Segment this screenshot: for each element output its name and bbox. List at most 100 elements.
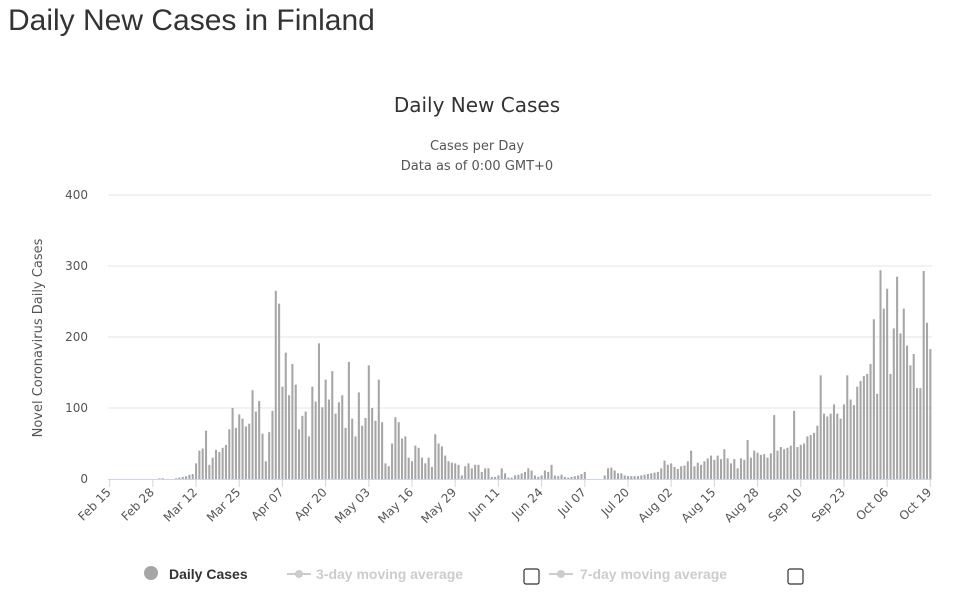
bar[interactable] [620, 473, 623, 479]
bar[interactable] [447, 461, 450, 479]
bar[interactable] [414, 445, 417, 479]
bar[interactable] [224, 444, 227, 479]
bar[interactable] [244, 426, 247, 479]
bar[interactable] [653, 472, 656, 479]
bar[interactable] [656, 471, 659, 479]
bar[interactable] [763, 454, 766, 479]
bar[interactable] [666, 464, 669, 479]
bar[interactable] [301, 415, 304, 479]
bar[interactable] [703, 461, 706, 479]
bar[interactable] [401, 438, 404, 479]
bar[interactable] [417, 447, 420, 479]
bar[interactable] [264, 461, 267, 479]
bar[interactable] [759, 454, 762, 479]
bar[interactable] [567, 477, 570, 479]
bar[interactable] [158, 478, 161, 479]
bar[interactable] [719, 459, 723, 479]
bar[interactable] [832, 404, 836, 479]
bar[interactable] [886, 288, 889, 479]
bar[interactable] [427, 457, 430, 479]
bar[interactable] [500, 468, 503, 479]
bar[interactable] [710, 455, 713, 479]
bar[interactable] [550, 464, 553, 479]
bar[interactable] [696, 462, 699, 479]
bar[interactable] [354, 436, 357, 479]
bar[interactable] [826, 416, 829, 479]
bar[interactable] [540, 475, 543, 479]
bar[interactable] [869, 363, 872, 479]
bar[interactable] [367, 365, 370, 479]
bar[interactable] [324, 379, 327, 479]
bar[interactable] [829, 413, 832, 479]
bar[interactable] [281, 386, 284, 479]
bar[interactable] [673, 466, 676, 479]
bar[interactable] [454, 463, 457, 479]
bar[interactable] [650, 473, 653, 479]
bar[interactable] [344, 427, 347, 479]
bar[interactable] [872, 319, 875, 479]
bar[interactable] [371, 408, 374, 479]
bar[interactable] [547, 471, 550, 479]
bar[interactable] [261, 433, 264, 479]
bar[interactable] [819, 375, 822, 479]
bar[interactable] [793, 410, 796, 479]
bar[interactable] [291, 363, 294, 479]
bar[interactable] [361, 425, 364, 479]
bar[interactable] [839, 418, 842, 479]
bar[interactable] [749, 457, 752, 479]
bar[interactable] [700, 464, 703, 479]
bar[interactable] [175, 478, 178, 479]
bar[interactable] [407, 457, 410, 479]
bar[interactable] [484, 468, 487, 479]
bar[interactable] [294, 384, 297, 479]
bar[interactable] [513, 475, 517, 479]
bar[interactable] [776, 450, 779, 479]
bar[interactable] [337, 402, 340, 479]
bar[interactable] [384, 463, 387, 479]
bar[interactable] [889, 373, 892, 479]
bar[interactable] [636, 476, 639, 479]
bar[interactable] [773, 415, 776, 479]
bar[interactable] [494, 476, 497, 479]
bar[interactable] [690, 450, 693, 479]
bar[interactable] [204, 430, 208, 479]
bar[interactable] [643, 474, 646, 479]
bar[interactable] [464, 466, 467, 479]
bar[interactable] [444, 455, 447, 479]
bar[interactable] [862, 376, 865, 479]
bar[interactable] [490, 476, 493, 479]
bar[interactable] [563, 476, 566, 479]
bar[interactable] [394, 417, 397, 479]
bar[interactable] [557, 476, 560, 479]
bar[interactable] [420, 457, 424, 479]
bar[interactable] [288, 395, 291, 479]
bar[interactable] [477, 464, 480, 479]
bar[interactable] [882, 308, 885, 479]
bar[interactable] [803, 443, 806, 480]
bar[interactable] [185, 476, 188, 479]
bar[interactable] [876, 393, 879, 479]
bar[interactable] [404, 436, 407, 479]
bar[interactable] [733, 459, 736, 479]
bar[interactable] [746, 439, 749, 479]
bar[interactable] [364, 417, 367, 479]
bar[interactable] [813, 432, 816, 479]
bar[interactable] [676, 469, 679, 479]
bar[interactable] [577, 475, 580, 479]
bar[interactable] [234, 427, 237, 479]
bar[interactable] [271, 410, 274, 479]
bar[interactable] [507, 477, 510, 479]
bar[interactable] [198, 450, 201, 479]
bar[interactable] [716, 455, 719, 479]
bar[interactable] [347, 361, 350, 479]
bar[interactable] [434, 434, 437, 479]
bar[interactable] [849, 399, 852, 479]
bar[interactable] [726, 458, 729, 479]
bar[interactable] [487, 468, 490, 479]
bar[interactable] [248, 423, 251, 479]
bar[interactable] [181, 476, 184, 479]
bar[interactable] [789, 445, 792, 479]
bar[interactable] [899, 333, 902, 479]
bar[interactable] [753, 450, 756, 479]
bar[interactable] [739, 458, 742, 479]
